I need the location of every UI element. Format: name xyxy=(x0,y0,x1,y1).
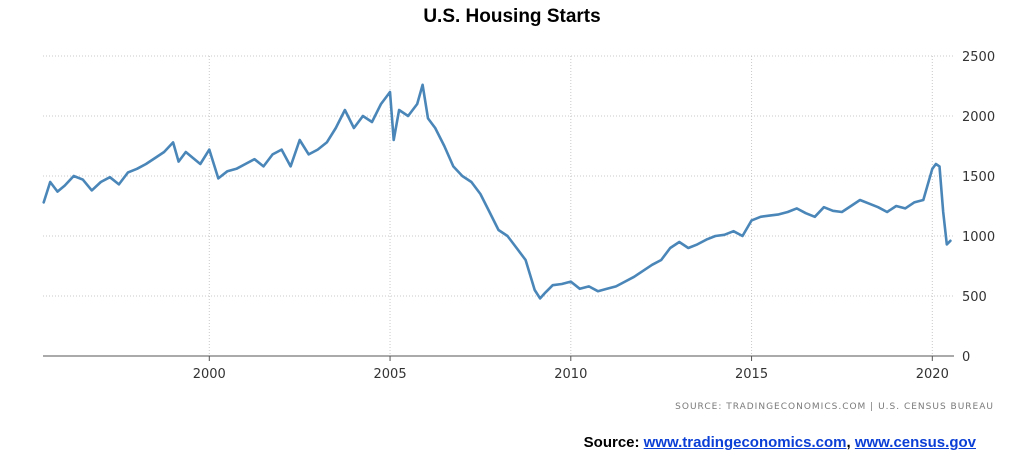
axis xyxy=(43,355,954,361)
y-tick-label: 1000 xyxy=(962,230,995,245)
housing-starts-line xyxy=(42,83,952,300)
footer-separator: , xyxy=(846,434,855,451)
source-note: SOURCE: TRADINGECONOMICS.COM | U.S. CENS… xyxy=(675,402,994,412)
tradingeconomics-link[interactable]: www.tradingeconomics.com xyxy=(643,434,847,451)
x-tick-label: 2020 xyxy=(916,367,949,382)
y-tick-label: 2500 xyxy=(962,50,995,65)
y-tick-label: 0 xyxy=(962,350,970,365)
grid xyxy=(43,55,954,356)
chart-title: U.S. Housing Starts xyxy=(423,6,601,27)
y-tick-label: 500 xyxy=(962,290,987,305)
footer-source: Source: www.tradingeconomics.com, www.ce… xyxy=(584,434,976,451)
line-chart: 2000 2005 2010 2015 2020 0 500 1000 1500 2000 250… xyxy=(42,50,995,382)
x-tick-labels: 2000 2005 2010 2015 2020 xyxy=(193,367,949,382)
y-tick-label: 1500 xyxy=(962,170,995,185)
x-tick-label: 2015 xyxy=(735,367,768,382)
y-tick-label: 2000 xyxy=(962,110,995,125)
series-layer xyxy=(42,83,952,300)
footer-label: Source: xyxy=(583,434,644,451)
x-tick-label: 2005 xyxy=(374,367,407,382)
y-tick-labels: 0 500 1000 1500 2000 2500 xyxy=(962,50,995,365)
x-tick-label: 2000 xyxy=(193,367,226,382)
x-tick-label: 2010 xyxy=(554,367,587,382)
census-link[interactable]: www.census.gov xyxy=(854,434,976,451)
